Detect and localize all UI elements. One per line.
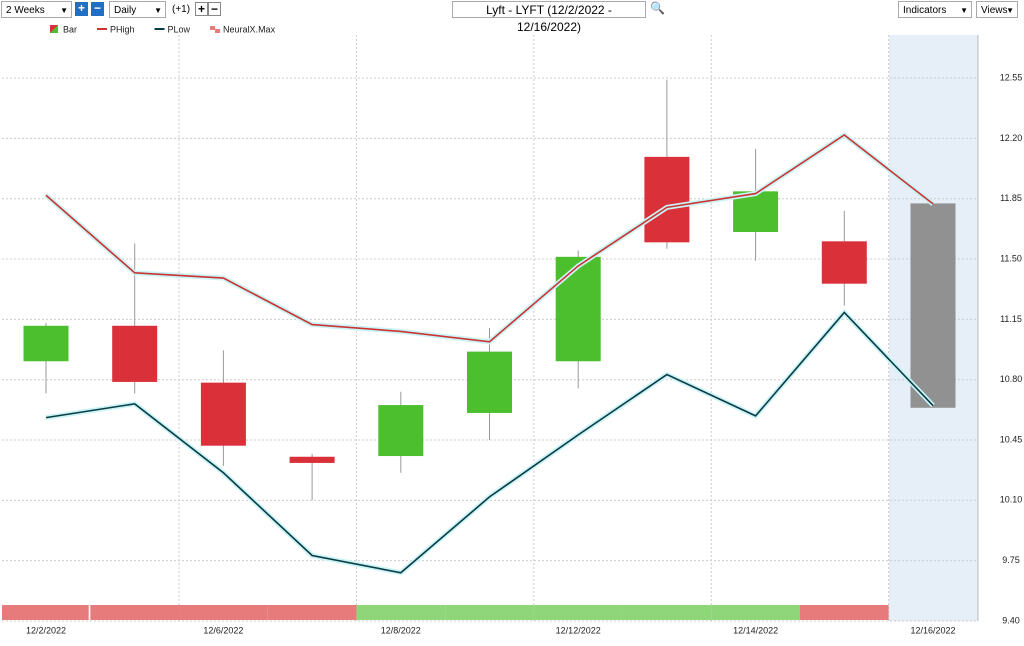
- search-icon[interactable]: 🔍: [650, 1, 665, 15]
- y-tick-label: 10.80: [1000, 374, 1023, 384]
- legend-label: PLow: [168, 24, 191, 34]
- line: [45, 311, 934, 574]
- x-tick-label: 12/2/2022: [26, 625, 66, 635]
- x-tick-label: 12/8/2022: [381, 625, 421, 635]
- views-text: Views: [981, 5, 1008, 16]
- signal-band: [533, 605, 623, 620]
- x-tick-label: 12/12/2022: [556, 625, 601, 635]
- y-tick-label: 11.15: [1000, 314, 1022, 324]
- x-tick-label: 12/16/2022: [910, 625, 955, 635]
- offset-minus[interactable]: −: [208, 2, 221, 16]
- signal-band: [90, 605, 180, 620]
- y-tick-label: 11.85: [1000, 193, 1022, 203]
- legend-label: PHigh: [110, 24, 135, 34]
- y-tick-label: 11.50: [1000, 253, 1022, 263]
- interval-text: Daily: [114, 5, 137, 16]
- views-select[interactable]: Views ▼: [976, 1, 1018, 18]
- candle-body: [733, 191, 779, 232]
- y-tick-label: 12.55: [1000, 72, 1023, 82]
- range-select[interactable]: 2 Weeks ▼: [1, 1, 72, 18]
- y-tick-label: 12.20: [1000, 133, 1023, 143]
- candle-body: [112, 325, 158, 382]
- candle-body: [289, 456, 335, 463]
- range-text: 2 Weeks: [6, 5, 45, 16]
- y-tick-label: 10.45: [1000, 434, 1023, 444]
- legend-label: Bar: [63, 24, 77, 34]
- signal-band: [622, 605, 712, 620]
- candle-body: [910, 203, 956, 408]
- signal-band: [356, 605, 446, 620]
- indicators-select[interactable]: Indicators ▼: [898, 1, 972, 18]
- x-tick-label: 12/14/2022: [733, 625, 778, 635]
- candle-body: [644, 156, 690, 243]
- y-tick-label: 9.40: [1002, 615, 1020, 625]
- candle-body: [378, 405, 424, 457]
- legend-icon: [210, 26, 216, 30]
- legend-icon: [50, 25, 58, 33]
- candle-body: [555, 256, 601, 362]
- chart-title: Lyft - LYFT (12/2/2022 - 12/16/2022): [452, 1, 646, 34]
- zoom-in[interactable]: +: [75, 2, 88, 16]
- signal-band: [2, 605, 89, 620]
- interval-select[interactable]: Daily ▼: [109, 1, 166, 18]
- signal-band: [445, 605, 534, 620]
- candle-body: [467, 351, 512, 413]
- candle-body: [23, 325, 69, 362]
- signal-band: [711, 605, 800, 620]
- candle-body: [821, 241, 867, 284]
- line-glow: [44, 131, 935, 345]
- line: [45, 133, 934, 343]
- signal-band: [267, 605, 357, 620]
- x-tick-label: 12/6/2022: [203, 625, 243, 635]
- offset-plus[interactable]: +: [195, 2, 208, 16]
- zoom-out[interactable]: −: [91, 2, 104, 16]
- signal-band: [799, 605, 889, 620]
- signal-band: [179, 605, 268, 620]
- candle-body: [200, 382, 246, 446]
- legend-icon: [215, 29, 221, 33]
- y-tick-label: 10.10: [1000, 495, 1023, 505]
- offset: (+1): [172, 4, 191, 15]
- legend-label: NeuralX.Max: [223, 24, 276, 34]
- indicators-text: Indicators: [903, 5, 947, 16]
- y-tick-label: 9.75: [1002, 555, 1020, 565]
